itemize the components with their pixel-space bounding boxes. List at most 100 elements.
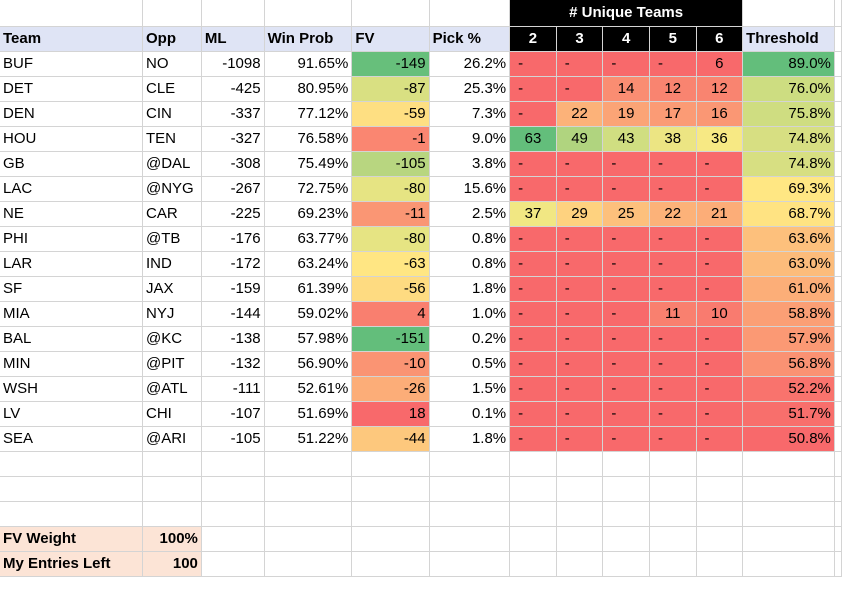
fv-weight-label[interactable]: FV Weight — [0, 526, 143, 552]
pick-pct-cell[interactable]: 9.0% — [429, 126, 511, 152]
cell[interactable] — [602, 526, 650, 552]
cell[interactable] — [834, 76, 842, 102]
pick-pct-cell[interactable]: 0.8% — [429, 226, 511, 252]
cell[interactable] — [834, 526, 842, 552]
pick-pct-cell[interactable]: 7.3% — [429, 101, 511, 127]
ml-cell[interactable]: -337 — [201, 101, 265, 127]
team-cell[interactable]: NE — [0, 201, 143, 227]
cell[interactable] — [264, 526, 353, 552]
cell[interactable] — [0, 501, 143, 527]
unique-teams-cell[interactable]: 6 — [696, 51, 744, 77]
unique-teams-cell[interactable]: - — [556, 176, 604, 202]
cell[interactable] — [834, 426, 842, 452]
unique-teams-cell[interactable]: 14 — [602, 76, 650, 102]
fv-cell[interactable]: -11 — [351, 201, 430, 227]
opp-cell[interactable]: JAX — [142, 276, 202, 302]
cell[interactable] — [834, 201, 842, 227]
win-prob-cell[interactable]: 61.39% — [264, 276, 353, 302]
unique-teams-cell[interactable]: - — [602, 176, 650, 202]
cell[interactable] — [264, 501, 353, 527]
unique-teams-cell[interactable]: - — [696, 151, 744, 177]
cell[interactable] — [351, 451, 430, 477]
fv-cell[interactable]: -44 — [351, 426, 430, 452]
ml-cell[interactable]: -159 — [201, 276, 265, 302]
opp-cell[interactable]: @TB — [142, 226, 202, 252]
cell[interactable] — [834, 376, 842, 402]
cell[interactable] — [142, 0, 202, 27]
unique-teams-cell[interactable]: 12 — [649, 76, 697, 102]
unique-teams-cell[interactable]: - — [602, 301, 650, 327]
fv-weight-value[interactable]: 100% — [142, 526, 202, 552]
win-prob-cell[interactable]: 56.90% — [264, 351, 353, 377]
pick-pct-cell[interactable]: 26.2% — [429, 51, 511, 77]
unique-teams-cell[interactable]: - — [509, 251, 557, 277]
cell[interactable] — [834, 101, 842, 127]
opp-cell[interactable]: @KC — [142, 326, 202, 352]
threshold-cell[interactable]: 50.8% — [742, 426, 835, 452]
unique-teams-cell[interactable]: - — [649, 276, 697, 302]
fv-cell[interactable]: -10 — [351, 351, 430, 377]
unique-teams-cell[interactable]: - — [602, 401, 650, 427]
cell[interactable] — [201, 476, 265, 502]
cell[interactable] — [142, 501, 202, 527]
unique-teams-cell[interactable]: - — [696, 251, 744, 277]
pick-pct-cell[interactable]: 0.5% — [429, 351, 511, 377]
unique-teams-cell[interactable]: - — [696, 401, 744, 427]
opp-cell[interactable]: @ARI — [142, 426, 202, 452]
unique-teams-cell[interactable]: - — [649, 226, 697, 252]
win-prob-cell[interactable]: 51.69% — [264, 401, 353, 427]
team-cell[interactable]: MIN — [0, 351, 143, 377]
cell[interactable] — [556, 501, 604, 527]
cell[interactable] — [834, 26, 842, 52]
cell[interactable] — [834, 51, 842, 77]
threshold-cell[interactable]: 51.7% — [742, 401, 835, 427]
team-cell[interactable]: LAR — [0, 251, 143, 277]
ml-cell[interactable]: -1098 — [201, 51, 265, 77]
unique-6-header[interactable]: 6 — [696, 26, 744, 52]
cell[interactable] — [834, 226, 842, 252]
cell[interactable] — [429, 526, 511, 552]
team-cell[interactable]: BUF — [0, 51, 143, 77]
cell[interactable] — [351, 0, 430, 27]
entries-left-label[interactable]: My Entries Left — [0, 551, 143, 577]
unique-teams-cell[interactable]: - — [509, 51, 557, 77]
cell[interactable] — [834, 326, 842, 352]
cell[interactable] — [201, 501, 265, 527]
cell[interactable] — [696, 526, 744, 552]
threshold-cell[interactable]: 69.3% — [742, 176, 835, 202]
threshold-cell[interactable]: 63.0% — [742, 251, 835, 277]
ml-cell[interactable]: -225 — [201, 201, 265, 227]
unique-teams-cell[interactable]: - — [509, 176, 557, 202]
win-prob-cell[interactable]: 91.65% — [264, 51, 353, 77]
opp-cell[interactable]: NO — [142, 51, 202, 77]
ml-cell[interactable]: -138 — [201, 326, 265, 352]
fv-cell[interactable]: -63 — [351, 251, 430, 277]
unique-teams-cell[interactable]: 22 — [649, 201, 697, 227]
unique-teams-cell[interactable]: 22 — [556, 101, 604, 127]
unique-teams-cell[interactable]: 49 — [556, 126, 604, 152]
cell[interactable] — [142, 476, 202, 502]
cell[interactable] — [834, 501, 842, 527]
cell[interactable] — [602, 501, 650, 527]
cell[interactable] — [201, 451, 265, 477]
unique-teams-cell[interactable]: - — [602, 251, 650, 277]
cell[interactable] — [742, 451, 835, 477]
unique-teams-cell[interactable]: - — [602, 326, 650, 352]
unique-teams-cell[interactable]: 25 — [602, 201, 650, 227]
cell[interactable] — [602, 451, 650, 477]
cell[interactable] — [264, 0, 353, 27]
cell[interactable] — [602, 551, 650, 577]
unique-teams-cell[interactable]: 36 — [696, 126, 744, 152]
cell[interactable] — [649, 451, 697, 477]
fv-cell[interactable]: -87 — [351, 76, 430, 102]
cell[interactable] — [834, 551, 842, 577]
cell[interactable] — [742, 526, 835, 552]
cell[interactable] — [556, 476, 604, 502]
cell[interactable] — [556, 551, 604, 577]
unique-teams-cell[interactable]: - — [509, 426, 557, 452]
opp-cell[interactable]: @NYG — [142, 176, 202, 202]
unique-teams-cell[interactable]: 10 — [696, 301, 744, 327]
pick-pct-cell[interactable]: 1.5% — [429, 376, 511, 402]
cell[interactable] — [201, 551, 265, 577]
unique-teams-cell[interactable]: - — [556, 276, 604, 302]
